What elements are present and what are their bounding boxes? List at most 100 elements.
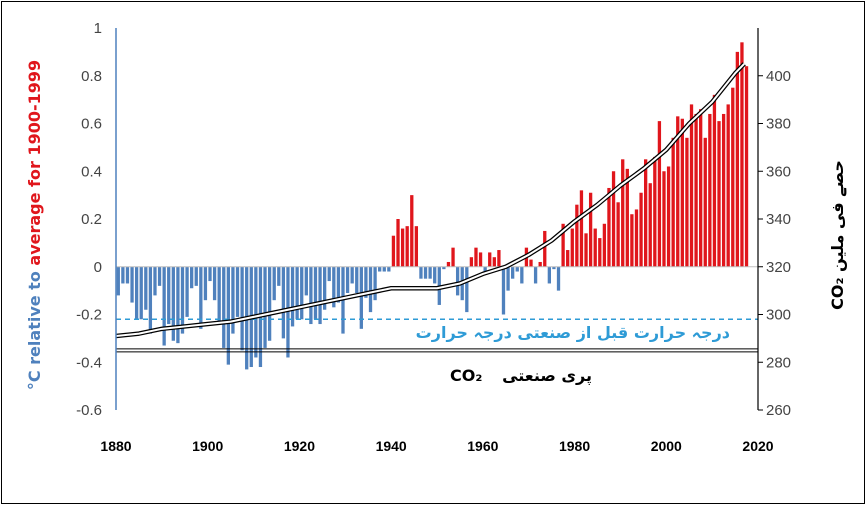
temp-bar-1974 bbox=[547, 266, 551, 284]
temp-bar-2005 bbox=[689, 104, 694, 267]
temp-bar-1913 bbox=[267, 266, 272, 341]
temp-bar-1884 bbox=[134, 266, 139, 320]
temp-bar-1977 bbox=[561, 223, 565, 267]
temp-bar-1935 bbox=[368, 266, 373, 313]
temp-bar-1993 bbox=[634, 209, 639, 267]
temp-bar-1920 bbox=[300, 266, 304, 320]
temp-bar-1937 bbox=[378, 266, 382, 272]
temp-bar-1925 bbox=[323, 266, 327, 310]
left-axis-label-part-0: °C relative to bbox=[25, 271, 44, 390]
temp-bar-1982 bbox=[584, 233, 588, 267]
temp-bar-1880 bbox=[116, 266, 120, 296]
co2-line-inner bbox=[115, 63, 745, 337]
temp-bar-1888 bbox=[153, 266, 157, 296]
temp-bar-1898 bbox=[199, 266, 203, 329]
temp-bar-1917 bbox=[286, 266, 290, 358]
preindustrial-co2-label: پری صنعتی CO₂ bbox=[450, 366, 592, 386]
temp-bar-1972 bbox=[538, 261, 542, 267]
preindustrial-co2-label-suffix: CO₂ bbox=[450, 366, 482, 385]
y2-tick-label: 380 bbox=[766, 116, 791, 133]
temp-bar-1987 bbox=[607, 187, 611, 267]
temp-bar-2009 bbox=[708, 113, 712, 267]
left-axis-label: °C relative to average for 1900-1999 bbox=[25, 60, 44, 390]
temp-bar-2010 bbox=[712, 94, 717, 267]
temp-bar-1964 bbox=[501, 266, 506, 315]
x-tick-label: 2000 bbox=[651, 438, 682, 454]
temp-bar-1956 bbox=[465, 266, 469, 313]
right-axis-label: CO₂ حصے فی ملین bbox=[828, 160, 847, 310]
temp-bar-1922 bbox=[309, 266, 313, 325]
temp-bar-1944 bbox=[410, 195, 414, 267]
plot-background bbox=[116, 28, 758, 410]
temp-bar-1945 bbox=[414, 226, 419, 267]
temp-bar-1932 bbox=[355, 266, 359, 294]
temp-bar-2011 bbox=[717, 121, 721, 267]
temp-bar-2003 bbox=[680, 118, 684, 267]
temp-bar-1921 bbox=[304, 266, 308, 296]
temp-bar-1989 bbox=[616, 202, 620, 267]
x-tick-label: 1960 bbox=[467, 438, 498, 454]
temp-bar-1899 bbox=[203, 266, 208, 301]
temp-bar-1968 bbox=[520, 266, 524, 284]
y-tick-label: 0.2 bbox=[81, 211, 102, 228]
y-tick-label: 0 bbox=[94, 259, 102, 276]
y2-tick-label: 340 bbox=[766, 211, 791, 228]
x-tick-label: 1940 bbox=[376, 438, 407, 454]
temp-bar-1892 bbox=[171, 266, 175, 341]
temp-bar-1928 bbox=[336, 266, 341, 303]
temp-bar-1940 bbox=[391, 235, 396, 267]
temp-bar-1984 bbox=[593, 228, 597, 267]
temp-bar-1995 bbox=[644, 159, 648, 267]
temp-bar-1895 bbox=[185, 266, 189, 317]
temp-bar-1973 bbox=[543, 230, 547, 267]
temp-bar-1897 bbox=[194, 266, 198, 286]
temp-bar-1902 bbox=[217, 266, 221, 325]
temp-bar-1896 bbox=[190, 266, 194, 289]
y2-tick-label: 400 bbox=[766, 68, 791, 85]
temp-bar-1930 bbox=[345, 266, 350, 294]
temp-bar-1900 bbox=[208, 266, 212, 282]
y-tick-label: -0.6 bbox=[76, 402, 102, 419]
temp-bar-1952 bbox=[446, 261, 451, 267]
temp-bar-1942 bbox=[400, 228, 405, 267]
temp-bar-1999 bbox=[662, 171, 666, 267]
temp-bar-1953 bbox=[451, 247, 455, 267]
temp-bar-1965 bbox=[506, 266, 510, 291]
temp-bar-1889 bbox=[157, 266, 162, 286]
temp-bar-1881 bbox=[121, 266, 125, 284]
temp-bar-1967 bbox=[515, 266, 519, 272]
temp-bar-1907 bbox=[240, 266, 244, 351]
temp-bar-1938 bbox=[382, 266, 386, 272]
x-tick-label: 1880 bbox=[100, 438, 131, 454]
temp-bar-1893 bbox=[176, 266, 180, 344]
x-tick-label: 1920 bbox=[284, 438, 315, 454]
temp-bar-1882 bbox=[125, 266, 130, 284]
temp-bar-1912 bbox=[263, 266, 267, 348]
temp-bar-1971 bbox=[533, 266, 538, 284]
x-tick-label: 1980 bbox=[559, 438, 590, 454]
temp-bar-1923 bbox=[313, 266, 318, 320]
temp-bar-1985 bbox=[598, 238, 602, 267]
temp-bar-1894 bbox=[180, 266, 185, 334]
temp-bar-1960 bbox=[483, 266, 487, 272]
temp-bar-1959 bbox=[478, 252, 483, 267]
y-tick-label: 0.8 bbox=[81, 68, 102, 85]
temp-bar-1961 bbox=[488, 252, 492, 267]
temp-bar-1966 bbox=[511, 266, 515, 279]
temp-bar-1943 bbox=[405, 226, 409, 267]
temp-bar-2017 bbox=[744, 66, 749, 267]
temp-bar-1962 bbox=[492, 257, 496, 267]
temp-bar-1991 bbox=[625, 168, 629, 267]
temp-bar-1954 bbox=[455, 266, 460, 296]
left-axis-label-part-1: average for 1900-1999 bbox=[25, 60, 44, 271]
y2-tick-label: 360 bbox=[766, 163, 791, 180]
temp-bar-1996 bbox=[648, 183, 652, 267]
temp-bar-1981 bbox=[579, 190, 584, 267]
temp-bar-2002 bbox=[676, 116, 680, 267]
temp-bar-2014 bbox=[731, 87, 735, 267]
right-axis-ticks: 400 380 360 340 320 300 280 260 bbox=[758, 68, 791, 419]
temp-bar-2007 bbox=[699, 109, 703, 267]
reference-lines bbox=[116, 318, 758, 353]
temp-bar-1905 bbox=[231, 266, 235, 334]
